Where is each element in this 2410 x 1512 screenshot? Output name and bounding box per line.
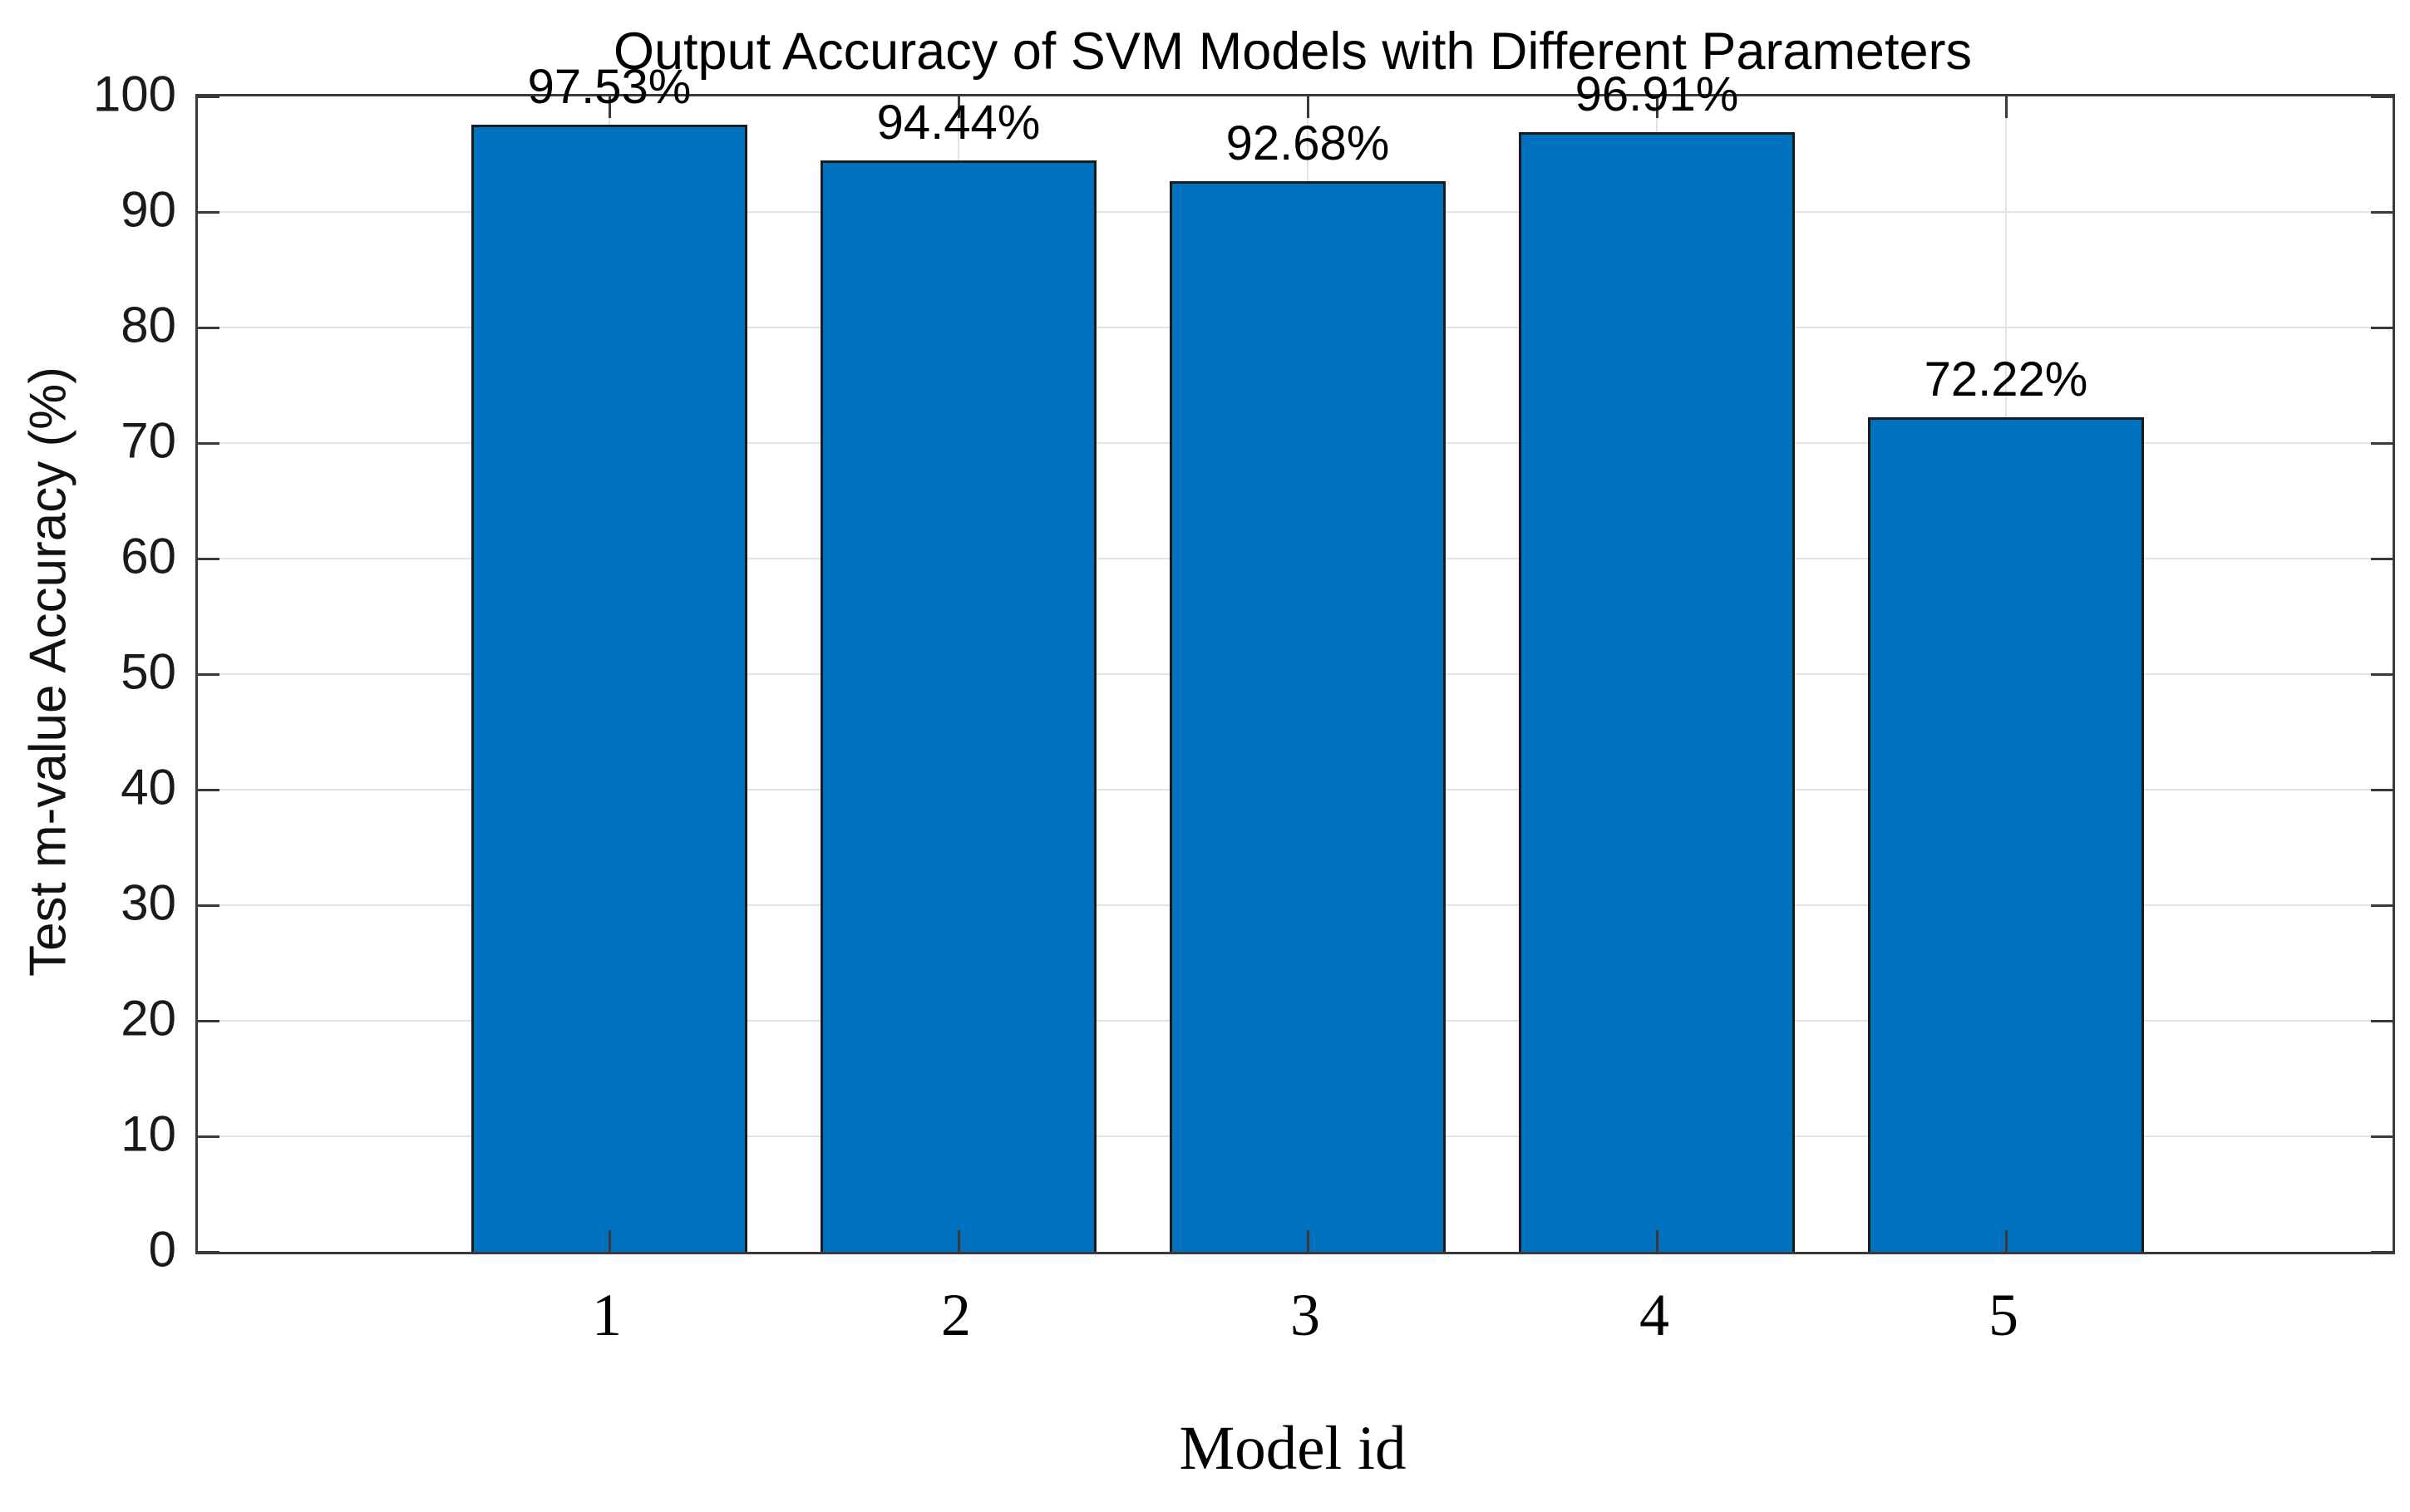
y-tick-label: 40 [121, 759, 176, 815]
x-tick-mark-top [1655, 96, 1658, 118]
y-tick-mark-right [2371, 904, 2393, 907]
x-tick-mark-bottom [1655, 1230, 1658, 1252]
x-tick-label: 3 [1290, 1282, 1320, 1348]
bar [1170, 180, 1446, 1252]
x-tick-mark-top [608, 96, 611, 118]
y-tick-mark-right [2371, 788, 2393, 791]
y-tick-label: 70 [121, 412, 176, 469]
x-tick-label: 2 [941, 1282, 971, 1348]
y-tick-mark-left [198, 1019, 219, 1022]
bar-value-label: 92.68% [1225, 116, 1390, 170]
y-tick-labels: 0 10 20 30 40 50 60 70 80 90 100 [0, 0, 176, 1512]
y-tick-mark-left [198, 788, 219, 791]
x-tick-label: 1 [592, 1282, 622, 1348]
y-tick-mark-left [198, 904, 219, 907]
bar [1868, 417, 2144, 1252]
y-tick-mark-right [2371, 326, 2393, 329]
y-tick-label: 90 [121, 181, 176, 238]
x-tick-labels: 1 2 3 4 5 [195, 1281, 2390, 1381]
bar-value-label: 97.53% [527, 60, 692, 115]
x-tick-mark-bottom [608, 1230, 611, 1252]
y-tick-mark-left [198, 557, 219, 560]
bar [821, 160, 1097, 1252]
y-tick-label: 50 [121, 643, 176, 700]
y-tick-mark-left [198, 441, 219, 445]
y-tick-mark-right [2371, 672, 2393, 676]
x-tick-mark-bottom [957, 1230, 960, 1252]
y-tick-mark-left [198, 1250, 219, 1253]
bar-value-label: 96.91% [1575, 66, 1739, 121]
bar-value-label: 72.22% [1924, 352, 2088, 407]
y-tick-label: 100 [92, 66, 176, 122]
bar-value-label: 94.44% [876, 96, 1041, 150]
y-tick-label: 20 [121, 990, 176, 1047]
y-tick-label: 10 [121, 1106, 176, 1162]
x-tick-mark-top [2004, 96, 2008, 118]
x-tick-mark-top [957, 96, 960, 118]
chart-title: Output Accuracy of SVM Models with Diffe… [613, 22, 1972, 81]
y-tick-label: 60 [121, 528, 176, 584]
y-tick-mark-left [198, 95, 219, 98]
x-tick-mark-bottom [1306, 1230, 1309, 1252]
bar [471, 125, 747, 1252]
y-tick-label: 30 [121, 874, 176, 931]
x-axis-label: Model id [1179, 1414, 1407, 1483]
y-tick-mark-left [198, 326, 219, 329]
y-tick-label: 80 [121, 297, 176, 353]
y-tick-mark-right [2371, 1019, 2393, 1022]
x-tick-label: 4 [1639, 1282, 1669, 1348]
y-tick-mark-right [2371, 210, 2393, 214]
x-tick-label: 5 [1989, 1282, 2018, 1348]
y-tick-mark-left [198, 672, 219, 676]
y-tick-mark-right [2371, 557, 2393, 560]
plot-area: 97.53% 94.44% 92.68% 96.91% 72.22% [195, 60, 2395, 1254]
y-tick-mark-right [2371, 1135, 2393, 1138]
x-tick-mark-top [1306, 96, 1309, 118]
bar [1519, 131, 1795, 1252]
y-tick-mark-left [198, 210, 219, 214]
y-tick-label: 0 [148, 1221, 176, 1278]
y-tick-mark-right [2371, 441, 2393, 445]
x-tick-mark-bottom [2004, 1230, 2008, 1252]
y-tick-mark-right [2371, 1250, 2393, 1253]
y-tick-mark-left [198, 1135, 219, 1138]
y-tick-mark-right [2371, 95, 2393, 98]
